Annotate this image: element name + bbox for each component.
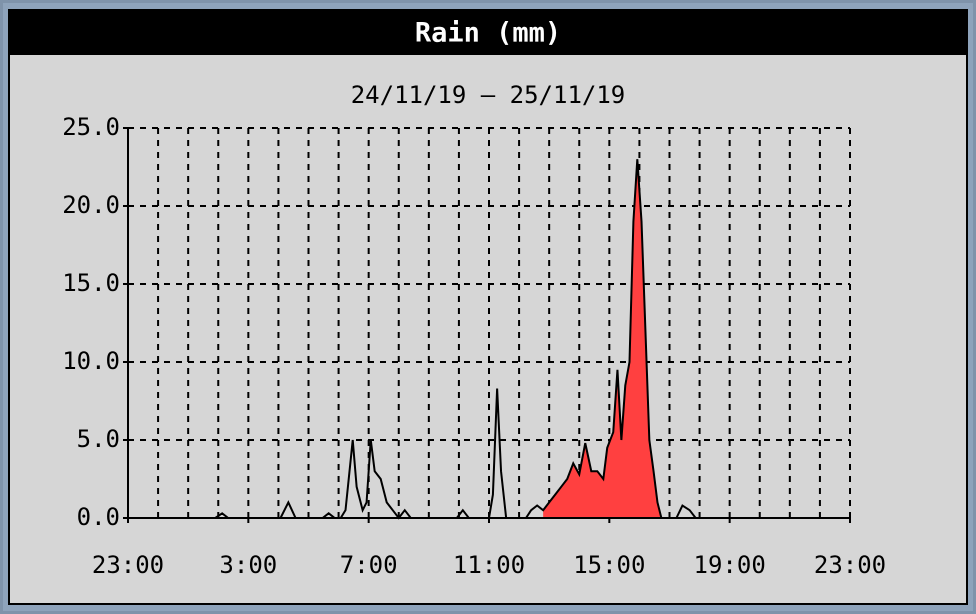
- x-tick-label: 15:00: [573, 551, 645, 579]
- chart-subtitle: 24/11/19 – 25/11/19: [351, 81, 626, 109]
- x-tick-label: 7:00: [340, 551, 398, 579]
- y-tick-label: 15.0: [62, 269, 120, 297]
- title-bar: [9, 10, 967, 55]
- y-tick-label: 25.0: [62, 113, 120, 141]
- y-tick-label: 5.0: [77, 425, 120, 453]
- x-tick-label: 11:00: [453, 551, 525, 579]
- y-tick-label: 20.0: [62, 191, 120, 219]
- chart-title: Rain (mm): [415, 18, 561, 49]
- x-tick-label: 19:00: [694, 551, 766, 579]
- rain-area: [543, 159, 662, 518]
- x-tick-label: 23:00: [92, 551, 164, 579]
- y-tick-label: 0.0: [77, 503, 120, 531]
- y-tick-label: 10.0: [62, 347, 120, 375]
- x-tick-label: 3:00: [219, 551, 277, 579]
- x-tick-label: 23:00: [814, 551, 886, 579]
